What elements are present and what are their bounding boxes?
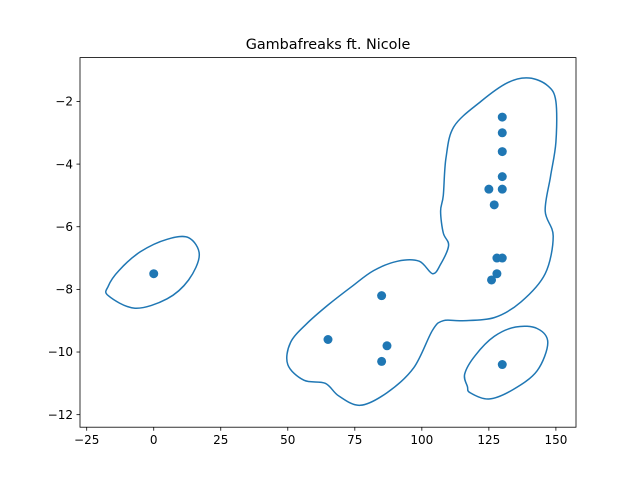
data-point: [487, 275, 497, 285]
data-point: [484, 184, 494, 194]
data-point: [497, 360, 507, 370]
data-point: [497, 112, 507, 122]
x-tick-label: 0: [150, 433, 158, 447]
data-point: [489, 200, 499, 210]
data-point: [149, 269, 159, 279]
y-tick-label: −12: [48, 408, 73, 422]
x-axis: −25 0 25 50 75 100 125 150: [74, 427, 567, 447]
y-tick-label: −10: [48, 345, 73, 359]
contour-line-3: [463, 325, 549, 400]
x-tick-label: 100: [410, 433, 433, 447]
data-point: [497, 253, 507, 263]
data-point: [377, 291, 387, 301]
y-tick-label: −6: [55, 220, 73, 234]
x-tick-label: 150: [544, 433, 567, 447]
contour-line-1: [105, 235, 201, 309]
data-point: [492, 269, 502, 279]
contour-layer: [105, 77, 558, 407]
points-layer: [149, 112, 507, 370]
x-tick-label: 75: [347, 433, 362, 447]
x-tick-label: −25: [74, 433, 99, 447]
data-point: [323, 334, 333, 344]
y-tick-label: −2: [55, 95, 73, 109]
y-axis: −12 −10 −8 −6 −4 −2: [48, 95, 80, 422]
x-tick-label: 125: [477, 433, 500, 447]
y-tick-label: −8: [55, 283, 73, 297]
data-point: [497, 147, 507, 157]
chart-title: Gambafreaks ft. Nicole: [246, 37, 411, 53]
contour-line-2: [286, 77, 558, 407]
x-tick-label: 25: [213, 433, 228, 447]
y-tick-label: −4: [55, 157, 73, 171]
data-point: [497, 184, 507, 194]
plot-frame: [79, 57, 577, 428]
data-point: [497, 172, 507, 182]
data-point: [497, 128, 507, 138]
x-tick-label: 50: [280, 433, 295, 447]
data-point: [377, 356, 387, 366]
data-point: [382, 341, 392, 351]
